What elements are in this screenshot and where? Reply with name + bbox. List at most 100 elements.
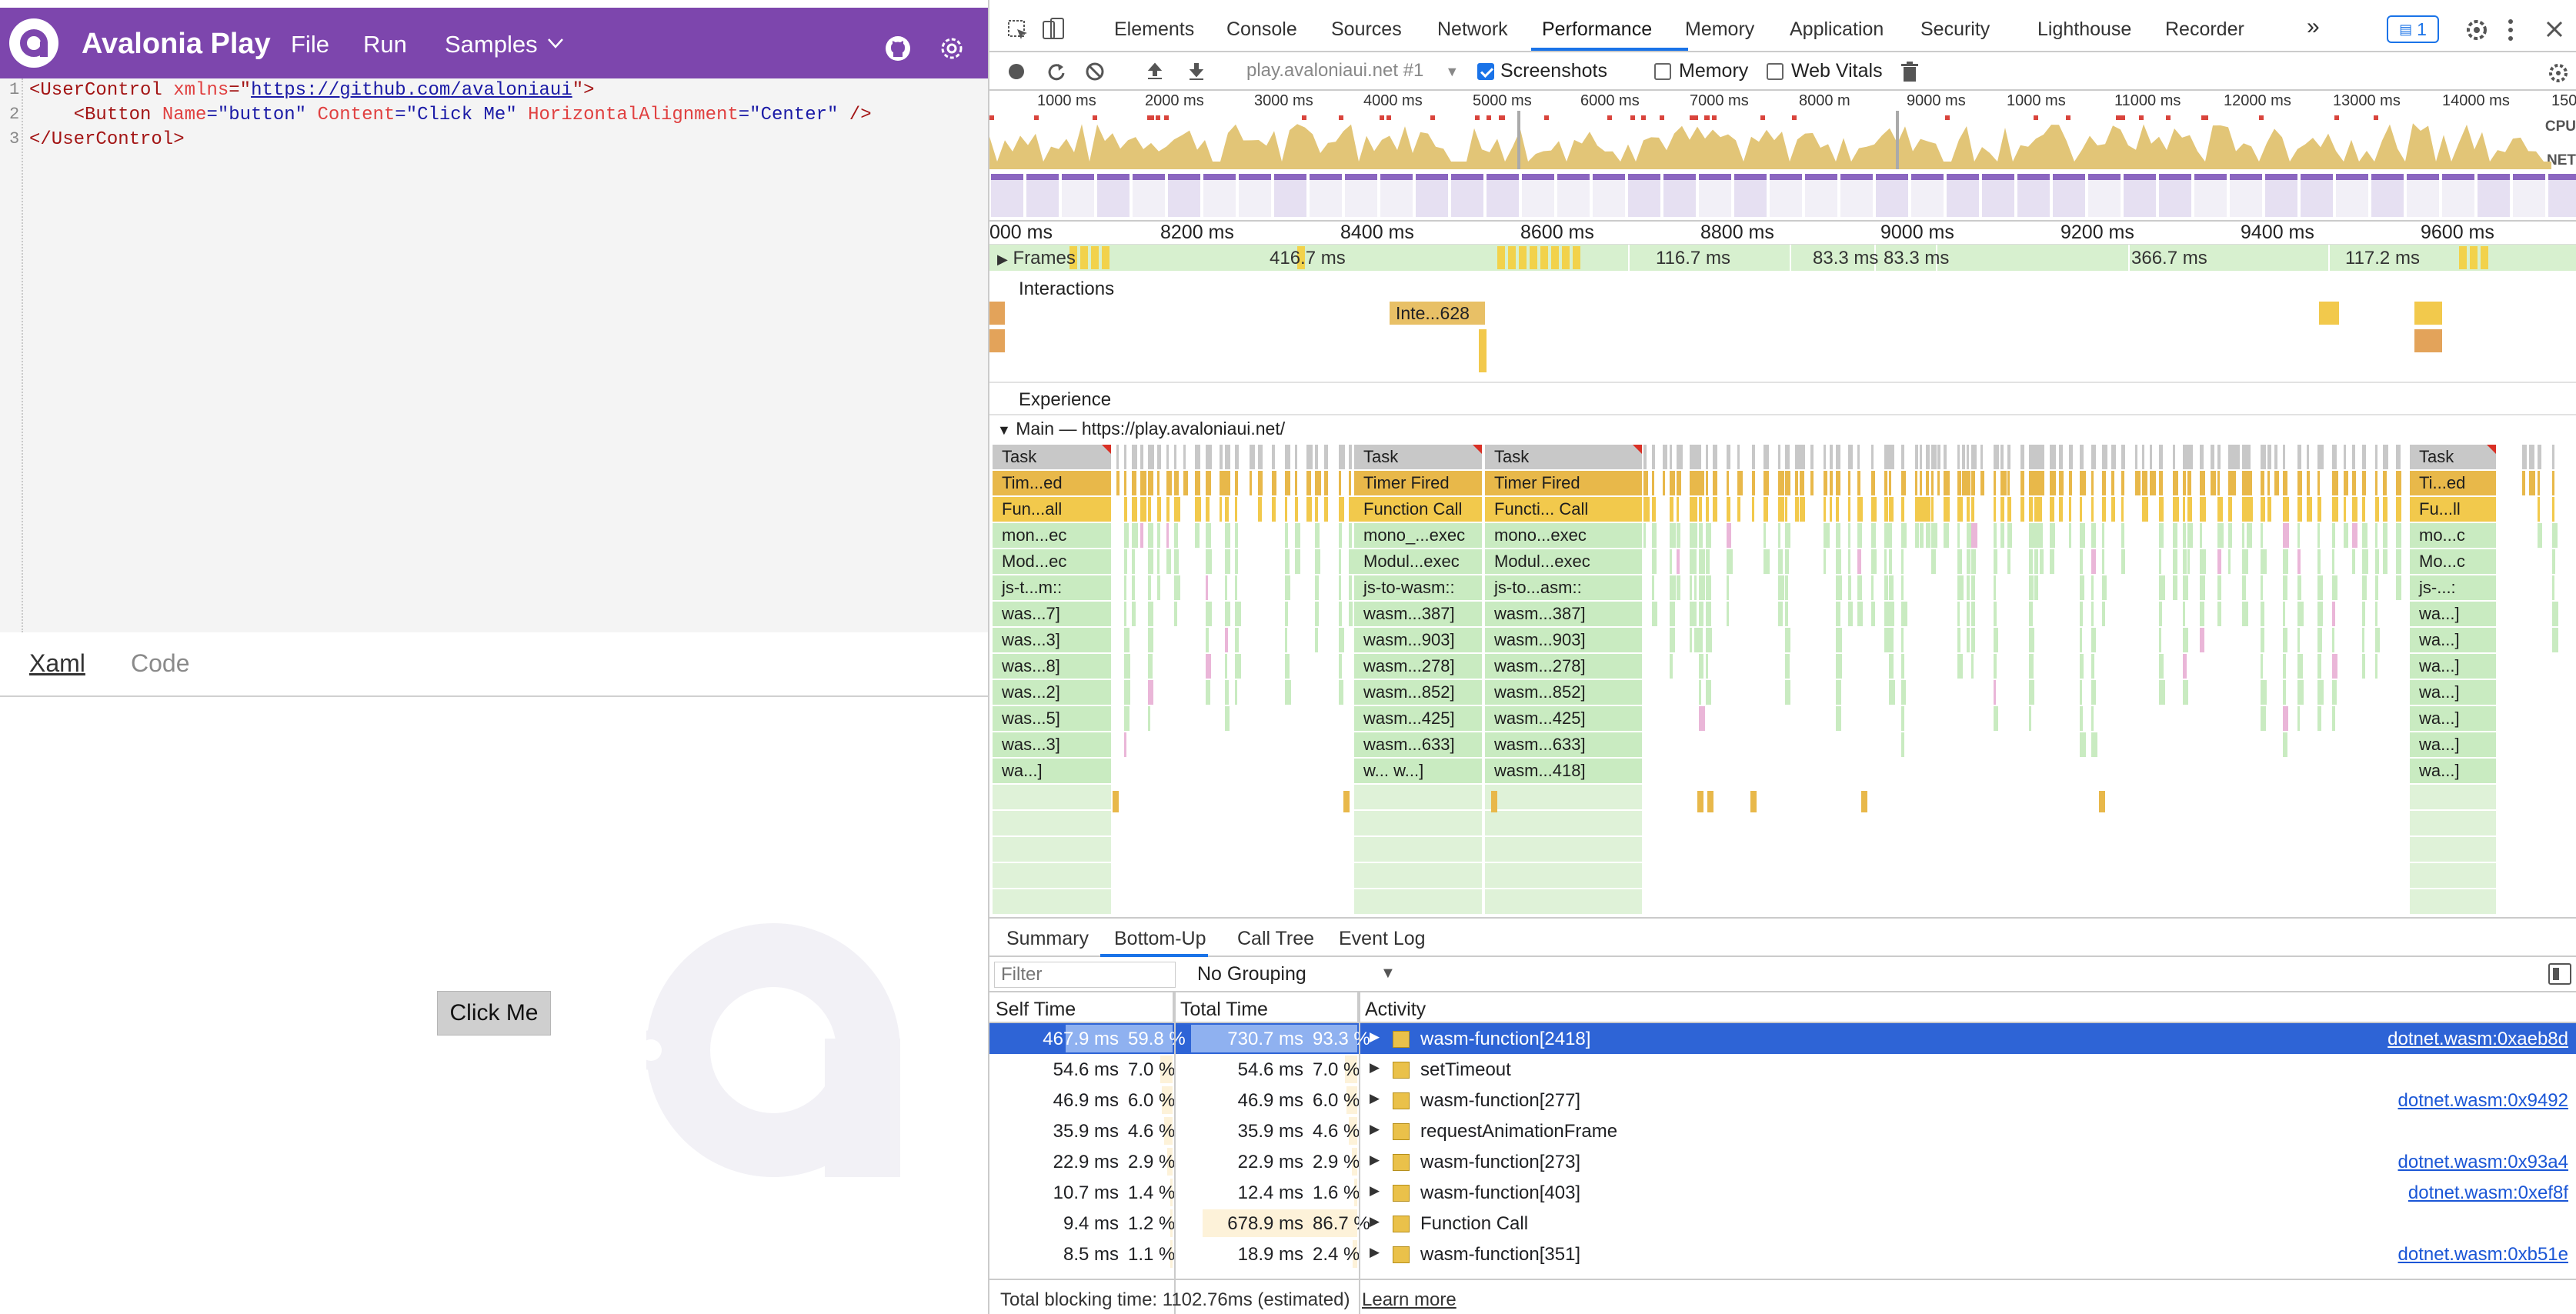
flame-slice [1206,602,1212,626]
source-link[interactable]: dotnet.wasm:0xb51e [2397,1244,2568,1265]
clear-icon[interactable] [1085,62,1105,82]
code-line-2[interactable]: <Button Name="button" Content="Click Me"… [29,105,872,125]
toggle-sidebar-icon[interactable] [2548,963,2571,985]
tab-code[interactable]: Code [131,649,190,677]
interaction-event[interactable] [2414,329,2442,352]
devtools-settings-gear-icon[interactable] [2464,17,2490,43]
flame-slice [1884,471,1887,495]
flame-slice [1235,575,1237,600]
device-toolbar-icon[interactable] [1042,17,1065,42]
flame-event [1485,811,1642,835]
menu-run[interactable]: Run [363,31,407,58]
kebab-menu-icon[interactable] [2505,17,2516,43]
tab-elements[interactable]: Elements [1114,18,1195,40]
upload-icon[interactable] [1145,62,1165,82]
close-icon[interactable] [2544,18,2565,40]
code-line-1[interactable]: <UserControl xmlns="https://github.com/a… [29,80,595,101]
flame-slice [2247,445,2251,469]
github-icon[interactable] [885,35,911,62]
reload-record-icon[interactable] [1046,62,1066,82]
table-row[interactable]: 35.9 ms 4.6 % 35.9 ms 4.6 % ▶ requestAnimatio… [989,1116,2576,1146]
learn-more-link[interactable]: Learn more [1362,1289,1457,1310]
interaction-event[interactable] [989,302,1005,325]
tab-recorder[interactable]: Recorder [2165,18,2244,40]
flame-slice [1157,575,1160,600]
tab-application[interactable]: Application [1790,18,1884,40]
column-activity[interactable]: Activity [1359,992,2576,1023]
interaction-event[interactable] [2414,302,2442,325]
timeline-overview[interactable]: 1000 ms 2000 ms 3000 ms 4000 ms 5000 ms … [989,91,2576,222]
tab-security[interactable]: Security [1920,18,1990,40]
menu-samples[interactable]: Samples [445,31,538,58]
frames-label[interactable]: ▶ Frames [997,248,1076,268]
chevron-down-icon[interactable] [546,34,565,52]
tab-lighthouse[interactable]: Lighthouse [2037,18,2132,40]
issues-badge[interactable]: ▤ 1 [2387,15,2439,43]
table-row[interactable]: 8.5 ms 1.1 % 18.9 ms 2.4 % ▶ wasm-function[35… [989,1239,2576,1269]
download-icon[interactable] [1186,62,1206,82]
tab-network[interactable]: Network [1437,18,1508,40]
interaction-event[interactable]: Inte...628 [1390,302,1485,325]
screenshots-checkbox[interactable] [1477,63,1494,80]
frames-track[interactable]: ▶ Frames 416.7 ms 116.7 ms 83.3 ms 83.3 … [989,245,2576,271]
table-row[interactable]: 467.9 ms 59.8 % 730.7 ms 93.3 % ▶ wasm-functi… [989,1023,2576,1054]
collapse-triangle-icon[interactable]: ▼ [997,422,1011,438]
tab-bottom-up[interactable]: Bottom-Up [1114,928,1206,949]
table-row[interactable]: 10.7 ms 1.4 % 12.4 ms 1.6 % ▶ wasm-function[4… [989,1177,2576,1208]
expand-triangle-icon[interactable]: ▶ [1370,1060,1380,1075]
trash-icon[interactable] [1900,62,1919,83]
expand-triangle-icon[interactable]: ▶ [997,252,1008,267]
code-line-3[interactable]: </UserControl> [29,129,185,150]
tab-summary[interactable]: Summary [1006,928,1089,949]
tab-sources[interactable]: Sources [1331,18,1402,40]
record-icon[interactable] [1006,62,1026,82]
expand-triangle-icon[interactable]: ▶ [1370,1122,1380,1136]
click-me-button[interactable]: Click Me [437,991,551,1036]
capture-settings-gear-icon[interactable] [2547,62,2570,85]
filter-input[interactable] [994,962,1176,988]
grouping-select[interactable]: No Grouping [1197,963,1306,985]
avalonia-logo-icon[interactable] [9,18,58,68]
recording-select[interactable]: play.avaloniaui.net #1 ▼ [1246,60,1460,81]
table-row[interactable]: 54.6 ms 7.0 % 54.6 ms 7.0 % ▶ setTimeout [989,1054,2576,1085]
flame-slice [1778,445,1780,469]
interaction-event[interactable] [1479,329,1487,372]
tab-console[interactable]: Console [1226,18,1297,40]
source-link[interactable]: dotnet.wasm:0xef8f [2407,1182,2568,1203]
expand-triangle-icon[interactable]: ▶ [1370,1091,1380,1106]
table-row[interactable]: 22.9 ms 2.9 % 22.9 ms 2.9 % ▶ wasm-function[2… [989,1146,2576,1177]
source-link[interactable]: dotnet.wasm:0x9492 [2397,1090,2568,1111]
expand-triangle-icon[interactable]: ▶ [1370,1214,1380,1229]
menu-file[interactable]: File [291,31,329,58]
interaction-event[interactable] [989,329,1005,352]
expand-triangle-icon[interactable]: ▶ [1370,1029,1380,1044]
tab-call-tree[interactable]: Call Tree [1237,928,1315,949]
table-row[interactable]: 46.9 ms 6.0 % 46.9 ms 6.0 % ▶ wasm-function[2… [989,1085,2576,1116]
xaml-code-editor[interactable]: 1 2 3 <UserControl xmlns="https://github… [0,78,988,632]
column-self-time[interactable]: Self Time [989,992,1174,1023]
interaction-event[interactable] [2319,302,2339,325]
more-tabs-button[interactable]: » [2307,14,2320,39]
source-link[interactable]: dotnet.wasm:0x93a4 [2397,1152,2568,1172]
expand-triangle-icon[interactable]: ▶ [1370,1183,1380,1198]
tab-performance[interactable]: Performance [1542,18,1653,40]
web-vitals-checkbox[interactable] [1767,63,1784,80]
main-thread-flame-chart[interactable]: Task Tim...ed Fun...all mon...ec Mod...ec js-… [989,445,2576,917]
tab-event-log[interactable]: Event Log [1339,928,1426,949]
main-thread-label[interactable]: ▼ Main — https://play.avaloniaui.net/ [997,419,1286,439]
tab-memory[interactable]: Memory [1685,18,1755,40]
inspect-element-icon[interactable] [1006,18,1029,42]
flame-slice [2362,602,2365,626]
settings-gear-icon[interactable] [937,34,966,63]
long-task-marker [1475,115,1480,120]
timeline-detail[interactable]: 000 ms 8200 ms 8400 ms 8600 ms 8800 ms 9… [989,222,2576,917]
tab-xaml[interactable]: Xaml [29,649,85,677]
caret-down-icon[interactable]: ▼ [1380,965,1396,982]
table-row[interactable]: 9.4 ms 1.2 % 678.9 ms 86.7 % ▶ Function Call [989,1208,2576,1239]
expand-triangle-icon[interactable]: ▶ [1370,1152,1380,1167]
expand-triangle-icon[interactable]: ▶ [1370,1245,1380,1259]
source-link[interactable]: dotnet.wasm:0xaeb8d [2387,1029,2568,1049]
flame-event [2410,575,2496,600]
column-total-time[interactable]: Total Time [1174,992,1359,1023]
memory-checkbox[interactable] [1654,63,1671,80]
